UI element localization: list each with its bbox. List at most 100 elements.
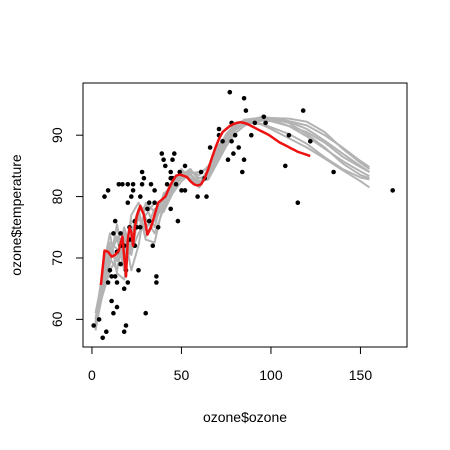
data-point xyxy=(102,194,107,199)
data-point xyxy=(154,280,159,285)
data-point xyxy=(112,274,118,279)
data-point xyxy=(104,329,109,335)
data-point xyxy=(123,323,129,328)
y-tick-label: 70 xyxy=(49,250,65,266)
data-point xyxy=(390,188,396,193)
data-point xyxy=(152,200,157,205)
data-point xyxy=(130,182,136,187)
data-point xyxy=(331,169,336,175)
y-tick-label: 80 xyxy=(49,189,65,205)
data-point xyxy=(141,175,147,181)
data-point xyxy=(138,194,143,199)
data-point xyxy=(143,310,148,316)
data-point xyxy=(164,182,170,187)
data-point xyxy=(121,286,127,292)
x-tick-label: 0 xyxy=(88,367,96,383)
data-point xyxy=(125,200,131,205)
data-point xyxy=(263,120,268,126)
data-point xyxy=(107,268,113,273)
data-point xyxy=(136,268,141,273)
y-axis: 60 70 80 90 xyxy=(49,127,84,327)
data-point xyxy=(121,329,127,335)
data-point xyxy=(261,114,267,120)
data-point xyxy=(91,323,96,328)
fit-curve-layer xyxy=(99,121,311,286)
data-point xyxy=(231,151,236,156)
y-tick-label: 90 xyxy=(49,127,65,143)
x-tick-label: 50 xyxy=(174,367,190,383)
data-point xyxy=(116,182,122,187)
data-point xyxy=(125,182,131,187)
data-point xyxy=(105,188,111,193)
data-point xyxy=(114,280,120,285)
data-point xyxy=(105,280,111,285)
data-point xyxy=(118,261,123,267)
data-point xyxy=(154,274,159,279)
data-point xyxy=(111,310,116,316)
data-point xyxy=(100,335,105,341)
data-point xyxy=(175,218,181,224)
data-point xyxy=(163,163,168,169)
data-point xyxy=(216,126,222,132)
data-point xyxy=(145,206,150,212)
data-point xyxy=(182,163,188,169)
data-point xyxy=(232,132,238,138)
data-point xyxy=(120,182,125,187)
data-point xyxy=(150,243,156,248)
data-point xyxy=(114,304,120,310)
data-point xyxy=(308,139,313,144)
data-point xyxy=(182,188,188,193)
x-axis: 0 50 100 150 xyxy=(88,346,373,383)
y-axis-title: ozone$temperature xyxy=(8,154,24,276)
data-point xyxy=(130,188,136,193)
data-point xyxy=(118,231,123,236)
x-axis-title: ozone$ozone xyxy=(203,409,287,425)
data-point xyxy=(111,231,116,236)
data-point xyxy=(241,96,247,101)
data-point xyxy=(220,139,225,144)
data-point xyxy=(155,225,161,230)
data-point xyxy=(112,218,118,224)
data-point xyxy=(168,206,173,212)
data-point xyxy=(152,188,157,193)
data-point xyxy=(243,108,249,113)
data-point xyxy=(300,108,306,113)
x-tick-label: 100 xyxy=(259,367,283,383)
data-point xyxy=(146,218,152,224)
data-point xyxy=(139,169,145,175)
data-point xyxy=(125,280,131,285)
data-point xyxy=(195,194,200,199)
data-point xyxy=(236,145,241,150)
data-point xyxy=(109,298,114,304)
data-point xyxy=(283,163,288,169)
data-point xyxy=(179,188,184,193)
data-point xyxy=(159,151,165,156)
data-point xyxy=(252,120,258,126)
data-point xyxy=(227,89,233,95)
data-point xyxy=(161,157,166,162)
data-point xyxy=(168,169,173,175)
y-tick-label: 60 xyxy=(49,311,65,327)
data-point xyxy=(225,157,231,162)
data-point xyxy=(146,200,152,205)
data-point xyxy=(138,225,143,230)
data-point xyxy=(249,132,254,138)
data-point xyxy=(129,194,134,199)
data-point xyxy=(170,157,175,162)
data-point xyxy=(173,182,179,187)
data-point xyxy=(198,169,204,175)
scatter-points xyxy=(91,89,396,341)
data-point xyxy=(204,194,209,199)
data-point xyxy=(148,182,154,187)
data-point xyxy=(109,274,114,279)
fit-curve xyxy=(99,121,311,286)
data-point xyxy=(177,169,182,175)
data-point xyxy=(295,200,301,205)
data-point xyxy=(139,182,145,187)
data-point xyxy=(207,145,213,150)
data-point xyxy=(172,151,177,156)
x-tick-label: 150 xyxy=(349,367,373,383)
data-point xyxy=(229,139,234,144)
data-point xyxy=(286,132,292,138)
